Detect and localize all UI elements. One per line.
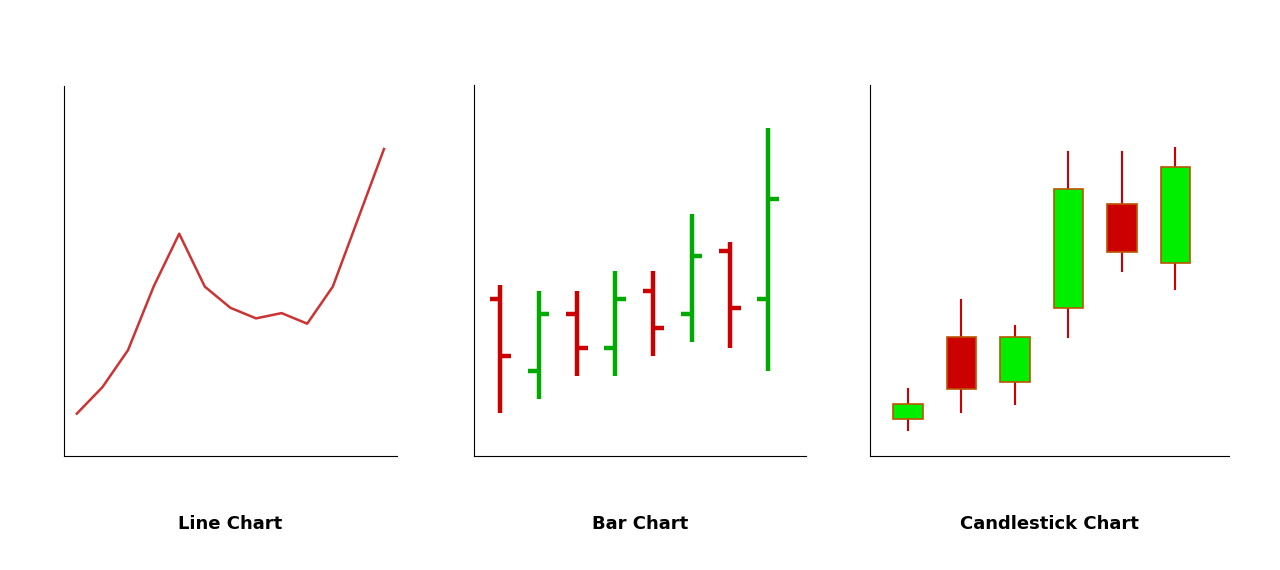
Bar bbox=[1000, 337, 1029, 382]
Bar bbox=[1161, 167, 1190, 263]
Text: Line Chart: Line Chart bbox=[178, 515, 283, 534]
Bar bbox=[1107, 204, 1137, 252]
Text: Bar Chart: Bar Chart bbox=[591, 515, 689, 534]
Text: Candlestick Chart: Candlestick Chart bbox=[960, 515, 1139, 534]
Bar bbox=[947, 337, 977, 389]
Bar bbox=[893, 404, 923, 419]
Bar bbox=[1053, 189, 1083, 308]
